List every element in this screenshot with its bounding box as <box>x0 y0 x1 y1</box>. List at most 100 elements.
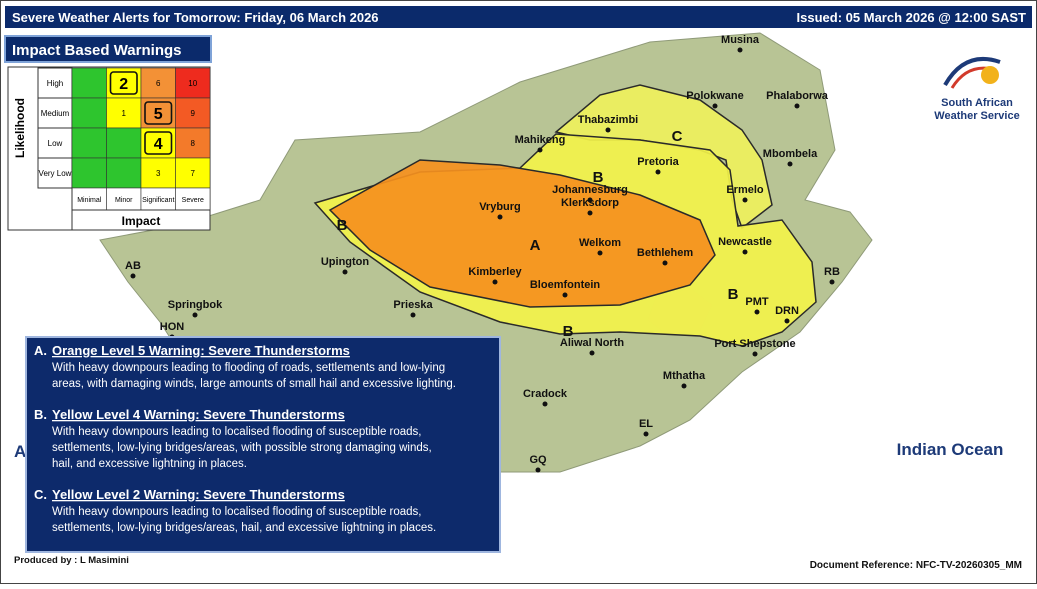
cell-label: 6 <box>156 79 161 88</box>
place-label: Ermelo <box>726 184 764 196</box>
place-label: RB <box>824 266 840 278</box>
matrix-cell <box>106 157 142 189</box>
matrix-cell <box>175 157 211 189</box>
place-dot <box>752 351 758 357</box>
warning-title: Yellow Level 2 Warning: Severe Thunderst… <box>52 487 345 502</box>
row-label: Medium <box>41 109 70 118</box>
warning-title: Orange Level 5 Warning: Severe Thunderst… <box>52 343 350 358</box>
cell-label: 2 <box>119 76 128 93</box>
place-dot <box>662 260 668 266</box>
place-dot <box>410 312 416 318</box>
place-dot <box>130 273 136 279</box>
place-dot <box>342 269 348 275</box>
place-label: Mahikeng <box>515 134 566 146</box>
cell-highlight <box>109 71 138 95</box>
place-label: Pretoria <box>637 156 679 168</box>
place-dot <box>589 350 595 356</box>
place-dot <box>784 318 790 324</box>
zone-label: A <box>530 237 541 254</box>
place-label: Musina <box>721 34 760 46</box>
matrix-cell <box>140 157 176 189</box>
place-label: Polokwane <box>686 90 743 102</box>
place-label: GQ <box>529 454 547 466</box>
warning-text: areas, with damaging winds, large amount… <box>52 378 456 390</box>
cell-label: 10 <box>188 79 197 88</box>
row-label: Low <box>48 139 63 148</box>
place-label: Phalaborwa <box>766 90 829 102</box>
place-label: AB <box>125 260 141 272</box>
matrix-title: Impact Based Warnings <box>12 42 181 59</box>
zone-label: B <box>593 169 604 186</box>
logo-text: South African <box>941 97 1013 109</box>
place-dot <box>742 197 748 203</box>
row-label-cell <box>37 127 73 159</box>
row-label: High <box>47 79 63 88</box>
place-label: PMT <box>745 296 769 308</box>
logo-text: Weather Service <box>934 110 1019 122</box>
place-label: Klerksdorp <box>561 197 619 209</box>
place-label: Welkom <box>579 237 621 249</box>
place-dot <box>562 292 568 298</box>
place-label: Mbombela <box>763 148 818 160</box>
warning-letter: C. <box>34 487 47 502</box>
place-label: Upington <box>321 256 370 268</box>
place-dot <box>829 279 835 285</box>
warnings: A. Orange Level 5 Warning: Severe Thunder… <box>34 343 456 534</box>
place-dot <box>587 210 593 216</box>
warning-letter: A. <box>34 343 47 358</box>
producer: Produced by : L Masimini <box>14 555 129 566</box>
place-dot <box>535 467 541 473</box>
place-dot <box>542 401 548 407</box>
cell-label: 8 <box>191 139 196 148</box>
place-label: Cradock <box>523 388 568 400</box>
header-title: Severe Weather Alerts for Tomorrow: Frid… <box>12 10 379 25</box>
col-label: Minimal <box>77 197 102 204</box>
cell-label: 9 <box>191 109 196 118</box>
matrix-cell <box>71 67 107 99</box>
place-label: HON <box>160 321 185 333</box>
zone-label: B <box>563 323 574 340</box>
place-label: Kimberley <box>468 266 522 278</box>
cell-label: 7 <box>191 169 196 178</box>
cell-highlight <box>144 131 173 155</box>
place-label: EL <box>639 418 653 430</box>
cell-highlight <box>144 101 173 125</box>
place-dot <box>497 214 503 220</box>
place-dot <box>787 161 793 167</box>
warning-text: settlements, low-lying bridges/areas, wi… <box>52 442 432 454</box>
risk-matrix: Likelihood High 2 6 10 Medium 1 5 9 Low 4 8 Very Low… <box>7 66 211 231</box>
place-dot <box>597 250 603 256</box>
warning-text: With heavy downpours leading to localise… <box>52 506 422 518</box>
place-dot <box>655 169 661 175</box>
header-bar <box>5 6 1032 28</box>
warning-text: hail, and excessive lightning in places. <box>52 458 247 470</box>
col-label: Significant <box>142 197 174 204</box>
place-dot <box>737 47 743 53</box>
row-label: Very Low <box>39 169 72 178</box>
place-dot <box>712 103 718 109</box>
place-label: Johannesburg <box>552 184 628 196</box>
warning-text: settlements, low-lying bridges/areas, ha… <box>52 522 436 534</box>
matrix-cell <box>175 97 211 129</box>
warning-zone <box>328 159 716 308</box>
place-dot <box>794 103 800 109</box>
place-dot <box>754 309 760 315</box>
row-label-cell <box>37 157 73 189</box>
place-label: Port Shepstone <box>714 338 795 350</box>
warnings-box <box>25 336 501 553</box>
place-dot <box>587 197 593 203</box>
place-dot <box>681 383 687 389</box>
place-dot <box>742 249 748 255</box>
matrix-cell <box>71 157 107 189</box>
matrix-title-box <box>4 35 212 63</box>
matrix-cell <box>106 127 142 159</box>
issued: Issued: 05 March 2026 @ 12:00 SAST <box>797 10 1027 25</box>
place-dot <box>492 279 498 285</box>
place-dot <box>192 312 198 318</box>
zone-label: B <box>337 217 348 234</box>
place-label: Aliwal North <box>560 337 624 349</box>
ocean-label: A <box>14 442 26 461</box>
place-dot <box>605 127 611 133</box>
ocean-label: Indian Ocean <box>897 440 1004 459</box>
place-label: Mthatha <box>663 370 706 382</box>
